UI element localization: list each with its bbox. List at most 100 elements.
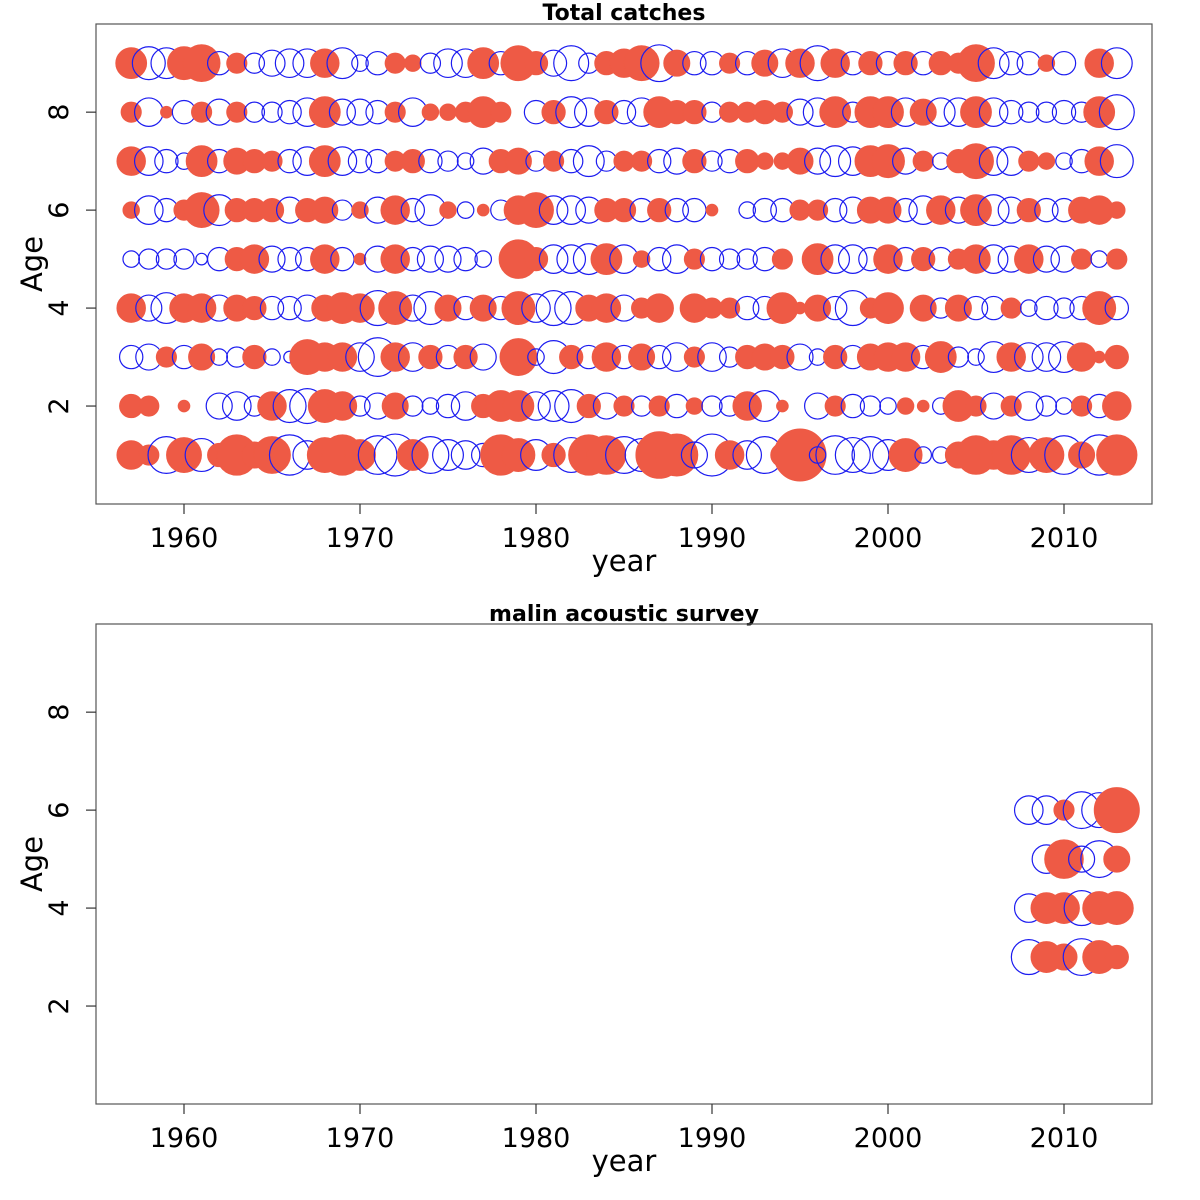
bubble-1975-age-8 (439, 103, 457, 121)
bubble-1997-age-7 (819, 145, 852, 178)
bubble-2000-age-2 (879, 397, 897, 415)
x-tick-label: 2000 (854, 1123, 923, 1154)
panel-malin-acoustic-survey: malin acoustic survey 1960 1970 1980 1990 20… (15, 602, 1153, 1178)
bubble-1968-age-9 (310, 48, 340, 78)
bubble-1988-age-6 (664, 197, 690, 223)
bubble-1987-age-4 (644, 293, 674, 323)
bubble-1997-age-1 (815, 435, 856, 475)
bubble-1998-age-1 (834, 436, 871, 474)
y-tick-label: 2 (44, 997, 75, 1014)
bubble-2001-age-1 (888, 438, 923, 472)
bubble-1989-age-1 (680, 441, 709, 469)
bubble-2008-age-3 (1013, 342, 1044, 372)
bubble-2010-age-8 (1051, 99, 1077, 125)
bubble-1987-age-7 (646, 148, 672, 174)
bubble-1958-age-1 (138, 444, 160, 466)
panel-total-catches: Total catches 1960 1970 1980 1990 2000 2010 2… (15, 1, 1153, 578)
bubble-2009-age-3 (1031, 342, 1062, 372)
bubble-1958-age-5 (138, 248, 160, 270)
bubble-1986-age-3 (628, 343, 656, 371)
bubble-1979-age-1 (501, 438, 536, 472)
bubble-1965-age-9 (258, 49, 286, 77)
bubble-1970-age-5 (353, 252, 367, 266)
bubble-1988-age-9 (663, 49, 691, 77)
bubble-1996-age-5 (801, 243, 834, 275)
bubble-1993-age-6 (752, 197, 778, 223)
bubble-1981-age-9 (539, 49, 568, 77)
bubble-1982-age-5 (556, 244, 587, 274)
x-tick-label: 1970 (326, 523, 395, 554)
bubble-1981-age-2 (537, 390, 570, 423)
x-tick-label: 1990 (678, 523, 747, 554)
bubble-2011-age-2 (1071, 395, 1093, 417)
bubble-1989-age-2 (685, 397, 704, 415)
bubble-1975-age-9 (433, 48, 463, 79)
bubble-1981-age-5 (538, 244, 569, 274)
bubble-1985-age-2 (613, 395, 635, 417)
bubble-1995-age-4 (793, 301, 807, 315)
bubble-1965-age-1 (253, 436, 291, 474)
bubble-2011-age-3 (1066, 342, 1097, 372)
bubble-1972-age-8 (384, 101, 406, 123)
bubble-2006-age-5 (978, 244, 1009, 274)
y-tick-label: 6 (44, 802, 75, 819)
bubble-1995-age-1 (773, 428, 827, 482)
bubble-2010-age-3 (1050, 943, 1078, 971)
bubble-2009-age-8 (1035, 101, 1058, 123)
bubble-2010-age-5 (1044, 839, 1084, 879)
bubble-1961-age-7 (185, 145, 218, 178)
bubble-1973-age-6 (400, 197, 426, 223)
bubble-1958-age-9 (131, 46, 166, 81)
bubble-2013-age-8 (1098, 94, 1135, 131)
plot-frame (95, 23, 1153, 505)
bubble-1970-age-1 (344, 439, 376, 471)
bubble-1965-age-8 (261, 101, 283, 123)
bubble-2013-age-9 (1100, 47, 1133, 80)
bubble-2009-age-6 (1034, 197, 1059, 223)
bubble-2006-age-6 (977, 194, 1010, 227)
bubble-1985-age-8 (611, 99, 637, 125)
x-axis-label: year (592, 1144, 657, 1178)
x-axis: 1960 1970 1980 1990 2000 2010 (150, 1104, 1098, 1154)
bubble-1973-age-4 (399, 294, 427, 322)
bubble-1995-age-8 (786, 98, 814, 126)
x-tick-label: 2010 (1030, 523, 1099, 554)
bubble-2004-age-4 (944, 294, 972, 322)
bubble-2000-age-8 (872, 96, 904, 129)
bubble-1995-age-3 (786, 343, 814, 371)
bubble-2005-age-6 (960, 194, 992, 226)
bubble-1975-age-5 (434, 245, 462, 273)
bubble-2008-age-2 (1013, 391, 1044, 421)
y-axis: 2 4 6 8 (44, 704, 96, 1015)
bubble-1968-age-5 (310, 244, 340, 274)
bubble-1984-age-5 (590, 243, 623, 275)
bubble-2011-age-5 (1071, 248, 1093, 270)
bubble-1990-age-7 (701, 150, 723, 172)
bubble-1991-age-5 (718, 248, 741, 270)
bubble-1991-age-4 (719, 297, 741, 319)
bubble-1984-age-3 (591, 342, 622, 372)
bubble-1992-age-4 (734, 295, 760, 321)
bubble-1990-age-5 (699, 246, 725, 272)
bubble-1966-age-7 (277, 148, 302, 174)
bubble-2004-age-3 (947, 346, 970, 368)
bubble-1981-age-7 (543, 150, 565, 172)
bubble-2000-age-5 (873, 244, 903, 274)
bubble-2003-age-8 (925, 97, 956, 128)
bubble-2012-age-9 (1084, 48, 1114, 78)
bubble-1970-age-7 (347, 148, 373, 174)
bubble-1969-age-3 (327, 342, 358, 372)
chart-title: Total catches (543, 1, 706, 26)
bubble-1996-age-6 (807, 199, 829, 221)
bubble-1979-age-4 (501, 291, 536, 326)
bubble-1959-age-7 (154, 148, 179, 174)
bubble-1965-age-5 (258, 245, 286, 273)
bubble-1970-age-9 (351, 54, 369, 72)
bubble-1963-age-8 (226, 101, 248, 123)
bubble-2002-age-5 (911, 246, 936, 272)
bubble-1978-age-8 (490, 101, 512, 123)
bubble-1980-age-5 (523, 246, 549, 272)
bubble-1997-age-3 (823, 344, 848, 370)
bubble-1989-age-8 (682, 100, 707, 125)
bubble-1960-age-1 (166, 437, 202, 473)
